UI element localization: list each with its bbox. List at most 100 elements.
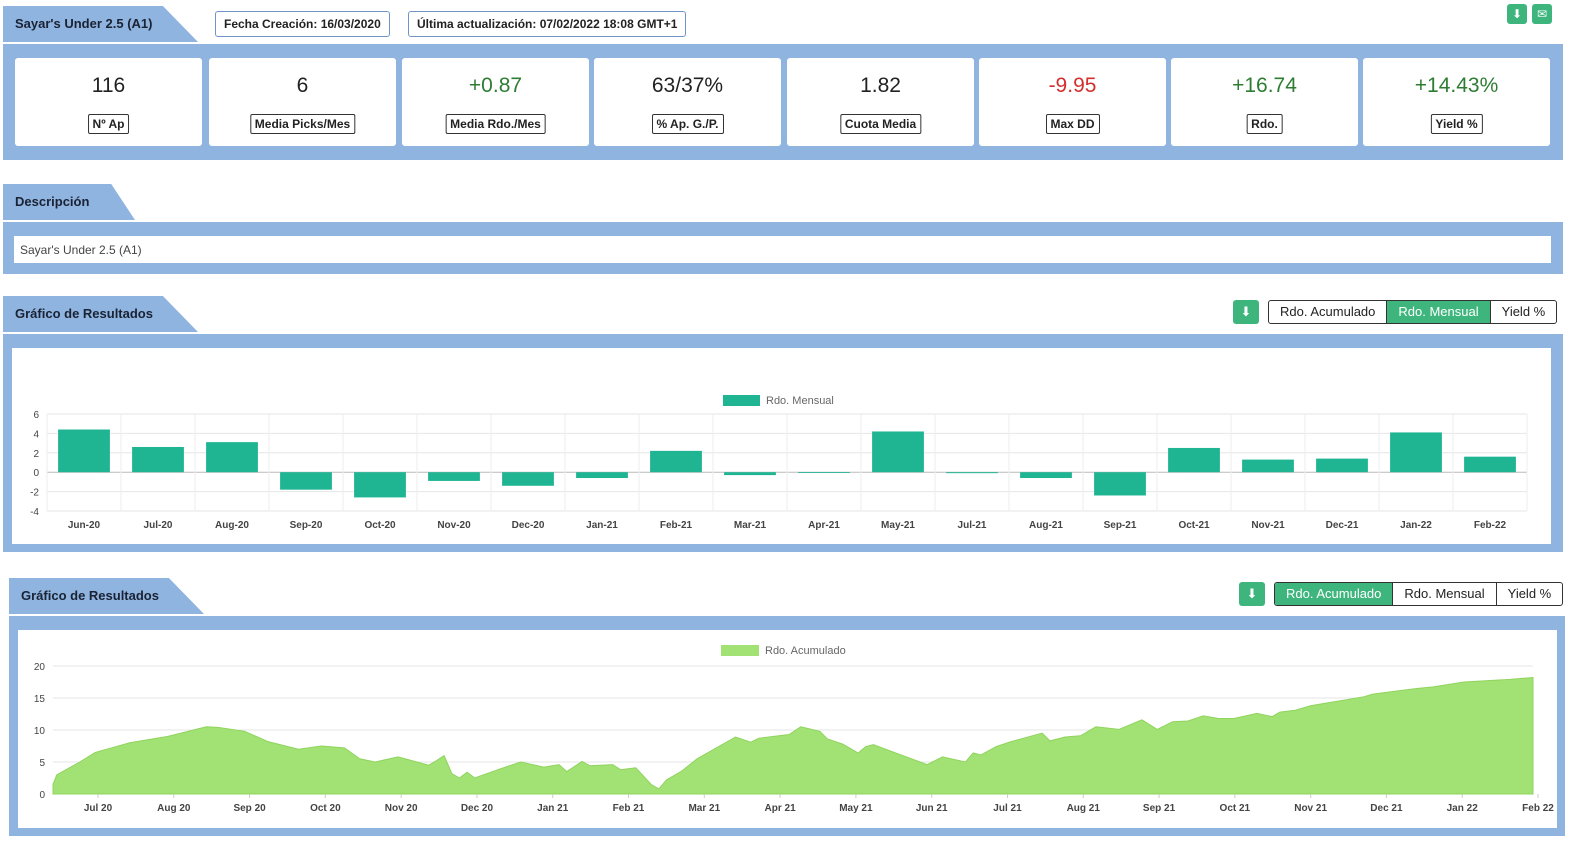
stat-card: +16.74 Rdo. bbox=[1171, 58, 1358, 146]
x-tick-label: May 21 bbox=[839, 803, 873, 814]
stat-label: Media Picks/Mes bbox=[249, 114, 356, 134]
y-tick-label: -2 bbox=[30, 488, 39, 499]
chart1-btn-yield[interactable]: Yield % bbox=[1501, 304, 1546, 319]
x-tick-label: Nov-21 bbox=[1251, 520, 1285, 531]
stat-value: 116 bbox=[91, 74, 126, 97]
bar bbox=[724, 472, 776, 476]
x-tick-label: Jul-20 bbox=[144, 520, 173, 531]
x-tick-label: Aug-21 bbox=[1029, 520, 1063, 531]
x-tick-label: May-21 bbox=[881, 520, 915, 531]
x-tick-label: Sep-21 bbox=[1104, 520, 1137, 531]
download-icon: ⬇ bbox=[1246, 586, 1258, 601]
page-title-text: Sayar's Under 2.5 (A1) bbox=[15, 16, 153, 31]
y-tick-label: 6 bbox=[33, 410, 39, 421]
mail-icon: ✉ bbox=[1536, 7, 1548, 21]
x-tick-label: Sep-20 bbox=[290, 520, 323, 531]
x-tick-label: Apr-21 bbox=[808, 520, 840, 531]
download-button[interactable]: ⬇ bbox=[1507, 4, 1527, 24]
description-title: Descripción bbox=[3, 184, 135, 220]
bar bbox=[576, 472, 628, 479]
stat-value: 63/37% bbox=[651, 74, 724, 97]
bar bbox=[280, 472, 332, 490]
x-tick-label: Jan 22 bbox=[1447, 803, 1479, 814]
legend-swatch bbox=[723, 395, 760, 406]
chart1-toggle-group: Rdo. Acumulado Rdo. Mensual Yield % bbox=[1268, 300, 1558, 324]
y-tick-label: -4 bbox=[30, 507, 39, 518]
stat-card: 6 Media Picks/Mes bbox=[209, 58, 396, 146]
stat-card: 116 Nº Ap bbox=[15, 58, 202, 146]
stat-value: -9.95 bbox=[1048, 74, 1097, 97]
chart1-btn-acumulado[interactable]: Rdo. Acumulado bbox=[1269, 301, 1388, 323]
chart1-title-text: Gráfico de Resultados bbox=[15, 306, 153, 321]
chart2-toggle-group: Rdo. Acumulado Rdo. Mensual Yield % bbox=[1274, 582, 1564, 606]
y-tick-label: 20 bbox=[34, 662, 46, 673]
stat-label: % Ap. G./P. bbox=[651, 114, 724, 134]
x-tick-label: Feb-22 bbox=[1474, 520, 1507, 531]
legend-swatch bbox=[721, 645, 759, 656]
stat-card: +14.43% Yield % bbox=[1363, 58, 1550, 146]
chart1-band: Rdo. Mensual -4 -2 0 2 4 6 Jun-20 Jul-20 Aug-20 Se… bbox=[3, 334, 1563, 552]
description-band: Sayar's Under 2.5 (A1) bbox=[3, 222, 1563, 274]
stat-value: 1.82 bbox=[860, 74, 901, 97]
chart2-title-text: Gráfico de Resultados bbox=[21, 588, 159, 603]
stat-label: Max DD bbox=[1045, 114, 1100, 134]
bar bbox=[946, 472, 998, 474]
chart1-btn-mensual[interactable]: Rdo. Mensual bbox=[1387, 301, 1491, 323]
download-icon: ⬇ bbox=[1240, 304, 1252, 319]
stat-card: 63/37% % Ap. G./P. bbox=[594, 58, 781, 146]
bar bbox=[1168, 447, 1220, 473]
chart2-band: Rdo. Acumulado 0 5 10 15 20 Jul 20 Aug 20 Sep 20… bbox=[9, 616, 1565, 836]
y-tick-label: 15 bbox=[34, 694, 46, 705]
x-tick-label: Feb-21 bbox=[660, 520, 693, 531]
description-text: Sayar's Under 2.5 (A1) bbox=[20, 243, 142, 257]
bar bbox=[354, 472, 406, 498]
x-tick-label: Nov 20 bbox=[385, 803, 418, 814]
chart2-panel: Rdo. Acumulado 0 5 10 15 20 Jul 20 Aug 20 Sep 20… bbox=[18, 630, 1557, 828]
creation-date-badge: Fecha Creación: 16/03/2020 bbox=[215, 11, 390, 37]
mail-button[interactable]: ✉ bbox=[1532, 4, 1552, 24]
x-tick-label: Oct-20 bbox=[364, 520, 396, 531]
stat-value: +14.43% bbox=[1414, 74, 1499, 97]
bar bbox=[650, 450, 702, 473]
stat-card: 1.82 Cuota Media bbox=[787, 58, 974, 146]
bar bbox=[428, 472, 480, 481]
bar bbox=[1390, 432, 1442, 473]
stat-label: Rdo. bbox=[1246, 114, 1283, 134]
stat-value: +0.87 bbox=[468, 74, 523, 97]
chart2-btn-acumulado[interactable]: Rdo. Acumulado bbox=[1275, 583, 1394, 605]
y-tick-label: 0 bbox=[33, 468, 39, 479]
x-tick-label: Jan 21 bbox=[537, 803, 569, 814]
legend-label: Rdo. Acumulado bbox=[765, 645, 846, 657]
x-tick-label: Dec-20 bbox=[512, 520, 545, 531]
chart2-btn-yield[interactable]: Yield % bbox=[1507, 586, 1552, 601]
y-tick-label: 10 bbox=[34, 726, 46, 737]
x-tick-label: Mar-21 bbox=[734, 520, 767, 531]
x-tick-label: Feb 22 bbox=[1522, 803, 1554, 814]
chart2-title: Gráfico de Resultados bbox=[9, 578, 204, 614]
chart2-btn-mensual[interactable]: Rdo. Mensual bbox=[1393, 583, 1497, 605]
y-tick-label: 5 bbox=[39, 758, 45, 769]
bar bbox=[1020, 472, 1072, 479]
stat-value: +16.74 bbox=[1232, 74, 1297, 97]
x-tick-label: Jul 20 bbox=[84, 803, 113, 814]
last-update-badge: Última actualización: 07/02/2022 18:08 G… bbox=[408, 11, 687, 37]
bar bbox=[58, 429, 110, 473]
x-tick-label: Nov 21 bbox=[1294, 803, 1327, 814]
x-tick-label: Jun-20 bbox=[68, 520, 101, 531]
area-chart: Rdo. Acumulado 0 5 10 15 20 Jul 20 Aug 20 Sep 20… bbox=[34, 645, 1554, 814]
chart2-download-button[interactable]: ⬇ bbox=[1239, 582, 1265, 606]
x-tick-label: Jul 21 bbox=[993, 803, 1022, 814]
y-tick-label: 2 bbox=[33, 449, 39, 460]
chart1-download-button[interactable]: ⬇ bbox=[1233, 300, 1259, 324]
x-tick-label: Sep 21 bbox=[1143, 803, 1176, 814]
description-box: Sayar's Under 2.5 (A1) bbox=[14, 236, 1551, 263]
legend-label: Rdo. Mensual bbox=[766, 395, 834, 407]
x-tick-label: Oct 21 bbox=[1220, 803, 1251, 814]
x-tick-label: Aug 21 bbox=[1067, 803, 1101, 814]
x-tick-label: Oct 20 bbox=[310, 803, 341, 814]
x-tick-label: Mar 21 bbox=[688, 803, 720, 814]
description-title-text: Descripción bbox=[15, 194, 90, 209]
bar bbox=[206, 442, 258, 473]
x-tick-label: Jun 21 bbox=[916, 803, 948, 814]
y-tick-label: 4 bbox=[33, 429, 39, 440]
